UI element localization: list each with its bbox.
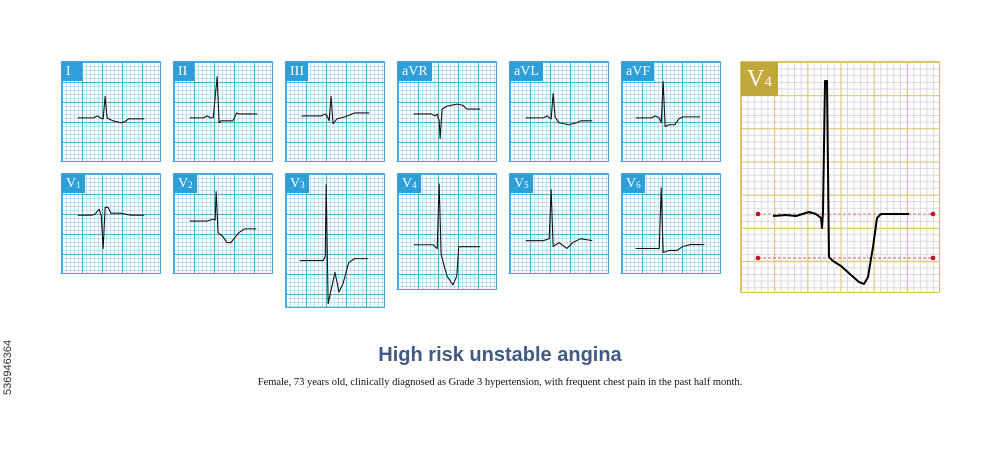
lead-trace [189, 76, 258, 124]
ecg-waveform [635, 187, 705, 253]
ecg-waveform [299, 183, 369, 305]
ecg-waveform [189, 191, 257, 244]
lead-trace [525, 92, 593, 126]
lead-label: V3 [286, 174, 309, 193]
lead-label: V4 [398, 174, 421, 193]
v4-trace [755, 80, 936, 285]
lead-trace [635, 81, 701, 128]
lead-label: V1 [62, 174, 85, 193]
lead-label: II [174, 62, 194, 81]
lead-panel: V6 [621, 173, 721, 274]
lead-trace [189, 191, 257, 244]
lead-trace [77, 95, 145, 124]
lead-label: aVR [398, 62, 432, 81]
lead-panel: V2 [173, 173, 273, 274]
lead-trace [413, 183, 481, 286]
lead-panel: V1 [61, 173, 161, 274]
ecg-waveform [635, 81, 701, 128]
reference-dot [755, 211, 761, 217]
ecg-waveform [525, 189, 593, 250]
lead-panel: V5 [509, 173, 609, 274]
lead-trace [301, 95, 370, 125]
lead-panel: aVL [509, 61, 609, 162]
lead-panel: I [61, 61, 161, 162]
ecg-waveform [413, 103, 481, 139]
reference-dot [930, 211, 936, 217]
lead-panel: II [173, 61, 273, 162]
reference-dot [755, 255, 761, 261]
figure-title: High risk unstable angina [378, 344, 622, 366]
lead-panel: V3 [285, 173, 385, 308]
lead-trace [635, 187, 705, 253]
ecg-waveform [77, 95, 145, 124]
ecg-waveform [525, 92, 593, 126]
lead-label: V4 [741, 62, 778, 96]
enlarged-v4-panel: V4 [740, 61, 940, 293]
ecg-waveform [772, 80, 909, 285]
lead-trace [299, 183, 369, 305]
lead-panel: V4 [397, 173, 497, 290]
lead-trace [413, 103, 481, 139]
reference-dot [930, 255, 936, 261]
figure-caption: Female, 73 years old, clinically diagnos… [257, 377, 743, 388]
lead-panel: III [285, 61, 385, 162]
lead-label: III [286, 62, 308, 81]
lead-label: aVL [510, 62, 543, 81]
lead-trace [525, 189, 593, 250]
lead-label: V2 [174, 174, 197, 193]
lead-label: I [62, 62, 82, 81]
ecg-waveform [77, 206, 145, 250]
ecg-waveform [301, 95, 370, 125]
ecg-waveform [189, 76, 258, 124]
lead-label: V5 [510, 174, 533, 193]
ecg-waveform [413, 183, 481, 286]
lead-trace [77, 206, 145, 250]
watermark-id: 536946364 [2, 339, 14, 395]
lead-label: V6 [622, 174, 645, 193]
lead-label: aVF [622, 62, 655, 81]
lead-panel: aVF [621, 61, 721, 162]
lead-panel: aVR [397, 61, 497, 162]
